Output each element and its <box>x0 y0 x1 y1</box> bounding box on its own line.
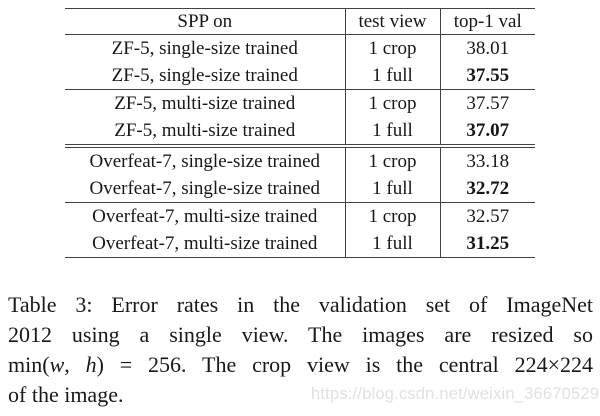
top1-cell: 31.25 <box>439 230 535 258</box>
caption-line-2: 2012 using a single view. The images are… <box>8 322 593 347</box>
table-row: Overfeat-7, multi-size trained 1 crop 32… <box>65 202 535 230</box>
caption-math-w: w <box>49 352 65 377</box>
header-test-view: test view <box>344 8 440 35</box>
model-cell: Overfeat-7, single-size trained <box>89 150 321 172</box>
caption-line-1: Table 3: Error rates in the validation s… <box>8 292 593 317</box>
watermark-text: https://blog.csdn.net/weixin_36670529 <box>311 385 600 403</box>
top1-cell: 37.55 <box>439 62 535 90</box>
table-row: Overfeat-7, single-size trained 1 full 3… <box>65 175 535 203</box>
view-cell: 1 full <box>344 175 440 203</box>
table-row: ZF-5, single-size trained 1 crop 38.01 <box>65 34 535 62</box>
model-cell: Overfeat-7, multi-size trained <box>92 232 318 254</box>
double-rule-spacer <box>65 144 535 148</box>
table-row: Overfeat-7, single-size trained 1 crop 3… <box>65 147 535 175</box>
table-row: Overfeat-7, multi-size trained 1 full 31… <box>65 230 535 258</box>
caption-math-sep: , <box>64 352 86 377</box>
caption-line-3: min(w, h) = 256. The crop view is the ce… <box>8 350 593 380</box>
caption-math-post: ) = 256. The crop view is the central 22… <box>96 352 593 377</box>
model-cell: Overfeat-7, multi-size trained <box>92 205 318 227</box>
view-cell: 1 crop <box>344 202 440 230</box>
table-caption: Table 3: Error rates in the validation s… <box>8 290 593 410</box>
caption-math-h: h <box>85 352 97 377</box>
header-top1-val: top-1 val <box>439 8 535 35</box>
view-cell: 1 crop <box>344 34 440 62</box>
view-cell: 1 crop <box>344 89 440 117</box>
top1-cell: 38.01 <box>439 34 535 62</box>
header-spp-on: SPP on <box>65 8 345 35</box>
model-cell: ZF-5, single-size trained <box>111 37 298 59</box>
top1-cell: 37.07 <box>439 117 535 145</box>
model-cell: ZF-5, multi-size trained <box>65 117 345 145</box>
view-cell: 1 full <box>344 230 440 258</box>
caption-line-4: of the image. <box>8 382 124 407</box>
results-table: SPP on test view top-1 val ZF-5, single-… <box>65 8 535 258</box>
model-cell: Overfeat-7, single-size trained <box>65 175 345 203</box>
top1-cell: 32.57 <box>439 202 535 230</box>
table-row: ZF-5, single-size trained 1 full 37.55 <box>65 62 535 90</box>
model-cell: ZF-5, multi-size trained <box>114 92 296 114</box>
view-cell: 1 full <box>344 62 440 90</box>
table-row: ZF-5, multi-size trained 1 full 37.07 <box>65 117 535 145</box>
view-cell: 1 full <box>344 117 440 145</box>
top1-cell: 33.18 <box>439 147 535 175</box>
top1-cell: 32.72 <box>439 175 535 203</box>
model-cell: ZF-5, single-size trained <box>65 62 345 90</box>
table-row: ZF-5, multi-size trained 1 crop 37.57 <box>65 89 535 117</box>
view-cell: 1 crop <box>344 147 440 175</box>
top1-cell: 37.57 <box>439 89 535 117</box>
table-header-row: SPP on test view top-1 val <box>65 8 535 35</box>
caption-math-pre: min( <box>8 352 50 377</box>
